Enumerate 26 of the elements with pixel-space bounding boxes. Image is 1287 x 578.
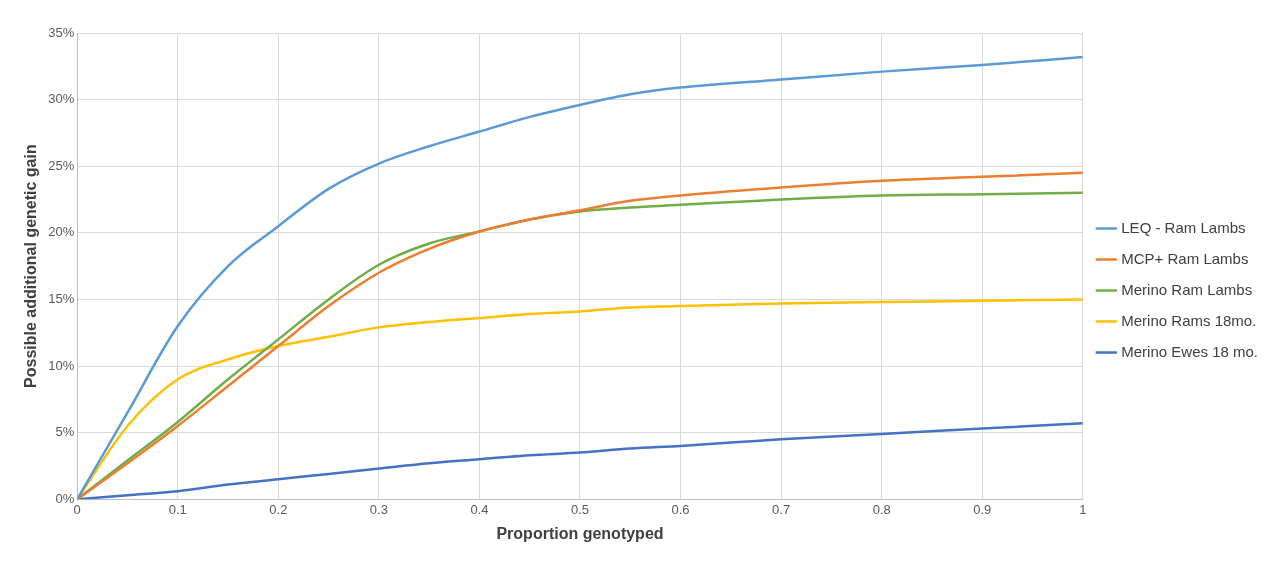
x-tick-label: 0.7 — [772, 501, 791, 517]
x-tick-label: 1 — [1079, 501, 1087, 517]
x-tick-label: 0.8 — [872, 501, 891, 517]
y-tick-label: 35% — [48, 24, 75, 40]
y-tick-label: 0% — [55, 490, 75, 506]
x-tick-label: 0.4 — [470, 501, 489, 517]
y-tick-label: 15% — [48, 290, 75, 306]
x-tick-label: 0.6 — [671, 501, 690, 517]
legend-label: LEQ - Ram Lambs — [1121, 218, 1246, 236]
legend-label: Merino Ram Lambs — [1121, 280, 1253, 298]
y-tick-label: 10% — [48, 357, 75, 373]
x-axis-title: Proportion genotyped — [496, 524, 664, 542]
y-axis-title: Possible additional genetic gain — [22, 144, 40, 388]
y-tick-label: 30% — [48, 91, 75, 107]
legend-label: Merino Rams 18mo. — [1121, 311, 1257, 329]
x-tick-label: 0.9 — [973, 501, 992, 517]
y-tick-label: 5% — [55, 424, 75, 440]
y-tick-label: 25% — [48, 157, 75, 173]
x-tick-label: 0 — [73, 501, 81, 517]
legend-label: MCP+ Ram Lambs — [1121, 249, 1249, 267]
x-tick-label: 0.2 — [269, 501, 288, 517]
y-tick-label: 20% — [48, 224, 75, 240]
x-tick-label: 0.5 — [570, 501, 590, 517]
legend-label: Merino Ewes 18 mo. — [1121, 342, 1259, 360]
x-tick-label: 0.1 — [168, 501, 187, 517]
x-tick-label: 0.3 — [369, 501, 388, 517]
